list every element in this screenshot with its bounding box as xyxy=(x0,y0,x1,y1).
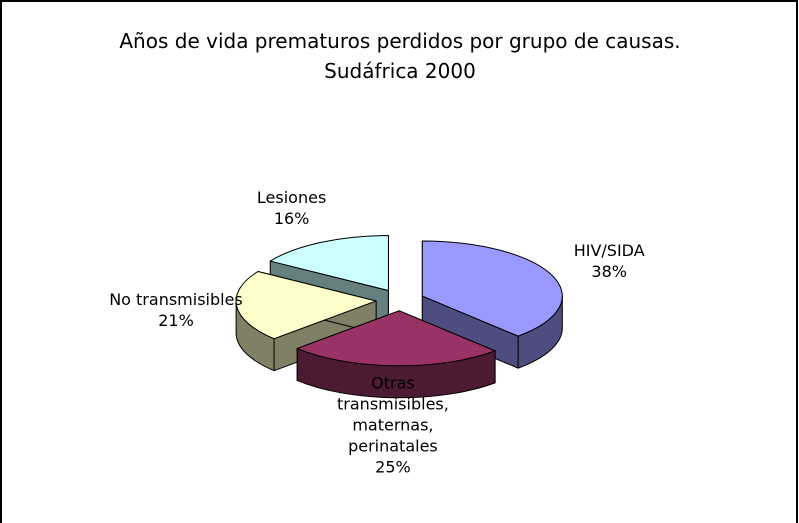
slice-value: 21% xyxy=(158,310,194,330)
chart-title: Años de vida prematuros perdidos por gru… xyxy=(119,29,681,83)
slice-label: HIV/SIDA 38% xyxy=(534,240,684,282)
slice-category: Lesiones xyxy=(256,187,327,207)
slice-category: HIV/SIDA xyxy=(573,241,645,261)
pie-slice xyxy=(235,271,377,340)
slice-value: 25% xyxy=(375,457,411,477)
slice-value: 38% xyxy=(591,262,627,282)
slice-category: Otras transmisibles, maternas, perinatal… xyxy=(337,373,449,456)
slice-value: 16% xyxy=(273,208,310,228)
pie-slice xyxy=(421,240,563,337)
pie-slice xyxy=(296,310,496,367)
slice-label: No transmisibles 21% xyxy=(101,289,251,331)
slice-category: No transmisibles xyxy=(109,289,243,309)
pie-slice xyxy=(269,235,389,292)
slice-label: Lesiones 16% xyxy=(217,187,367,229)
slice-label: Otras transmisibles, maternas, perinatal… xyxy=(333,372,453,477)
